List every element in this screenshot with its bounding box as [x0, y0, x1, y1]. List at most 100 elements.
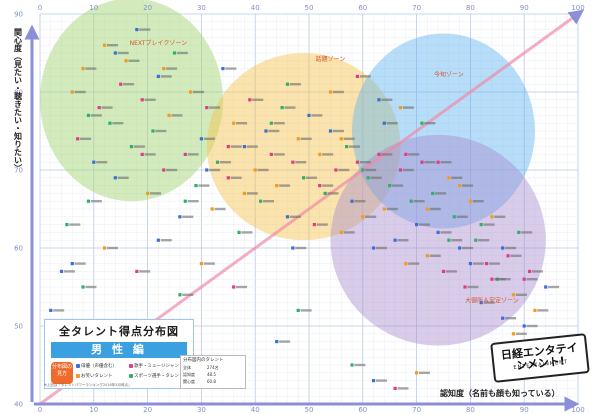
data-point [463, 285, 467, 289]
data-point [511, 332, 516, 336]
data-point [65, 223, 69, 227]
point-label [166, 168, 178, 172]
data-point [501, 316, 505, 320]
data-point [156, 74, 160, 78]
point-label [365, 215, 377, 218]
point-label [268, 129, 280, 133]
tick-layer: 0 0 10 10 20 20 30 30 40 40 50 50 60 60 70 70 80 80 90 90 10… [14, 4, 585, 414]
point-label [386, 122, 398, 125]
data-point [404, 262, 408, 266]
point-label [257, 168, 269, 172]
data-point [511, 293, 516, 297]
info-row-label: 全体 [183, 365, 191, 370]
data-point [425, 254, 429, 258]
point-label [397, 239, 409, 242]
data-point [242, 145, 247, 149]
data-point [108, 121, 112, 125]
point-label [101, 106, 113, 109]
point-label [300, 309, 312, 312]
data-point [199, 262, 203, 266]
point-label [424, 161, 436, 164]
point-label [187, 153, 199, 156]
info-row-label: 認知度 [183, 372, 195, 377]
data-point [312, 223, 316, 227]
point-label [236, 285, 248, 289]
point-label [112, 122, 124, 125]
legend-dot-icon [129, 363, 133, 368]
data-point [527, 269, 532, 273]
info-box: 分布図内のタレント 全体 274名 認知度 48.5 関心度 60.8 [180, 355, 246, 389]
y-axis-label: 関心度（見たい・聴きたい・知りたい） [13, 27, 23, 172]
data-point [178, 293, 182, 297]
x-tick-label-bottom: 50 [305, 406, 314, 414]
point-label [241, 231, 253, 234]
point-label [128, 59, 140, 62]
point-label [451, 176, 463, 179]
data-point [490, 215, 494, 219]
point-label [440, 161, 452, 164]
point-label [96, 161, 108, 164]
zone-ellipse [330, 134, 546, 346]
data-point [415, 223, 419, 227]
x-tick-label-bottom: 0 [38, 406, 42, 414]
data-point [194, 184, 198, 188]
point-label [472, 200, 484, 203]
x-tick-label-top: 90 [520, 4, 529, 12]
data-point [285, 215, 290, 219]
data-point [162, 168, 166, 172]
point-label [392, 184, 404, 187]
data-point [544, 285, 548, 289]
point-label [160, 239, 172, 242]
point-label [166, 67, 178, 70]
data-point [350, 363, 354, 367]
data-point [291, 160, 295, 164]
point-label [236, 122, 248, 125]
data-point [361, 215, 365, 219]
info-row-value: 274名 [207, 365, 219, 370]
data-point [178, 215, 182, 219]
point-label [338, 168, 350, 172]
point-label [483, 223, 495, 226]
data-point [377, 98, 381, 102]
data-point [135, 269, 139, 273]
point-label [408, 262, 420, 265]
data-point [49, 308, 53, 312]
point-label [123, 83, 135, 86]
data-point [189, 90, 193, 94]
data-point [371, 379, 376, 383]
data-point [377, 152, 381, 156]
y-tick-label: 50 [14, 323, 23, 331]
point-label [462, 246, 474, 250]
data-point [436, 160, 440, 164]
x-tick-label-top: 30 [197, 4, 206, 12]
data-point [102, 246, 107, 250]
x-tick-label-bottom: 100 [571, 406, 584, 414]
title-panel: 全タレント得点分布図 男 性 編 分布図の見方 俳優（声優含む） 歌手・ミュージ… [44, 319, 194, 389]
point-label [300, 137, 312, 140]
y-tick-label: 40 [14, 401, 23, 409]
data-point [205, 106, 209, 110]
point-label [63, 270, 75, 273]
x-tick-label-bottom: 90 [520, 406, 529, 414]
point-label [106, 44, 118, 47]
data-point [350, 199, 354, 203]
point-label [537, 309, 549, 312]
point-label [230, 176, 242, 179]
x-tick-label-bottom: 60 [358, 406, 367, 414]
y-tick-label: 90 [14, 11, 23, 19]
data-point [484, 262, 489, 266]
data-point [151, 129, 155, 133]
data-point [226, 176, 230, 180]
data-point [86, 199, 91, 203]
point-label [386, 207, 398, 211]
data-point [275, 340, 279, 344]
x-tick-label-bottom: 70 [412, 406, 421, 414]
point-label [381, 153, 393, 156]
point-label [90, 114, 102, 117]
point-label [359, 161, 371, 164]
data-point [205, 168, 209, 172]
point-label [397, 387, 409, 390]
data-point [490, 277, 494, 281]
point-label [289, 215, 301, 218]
